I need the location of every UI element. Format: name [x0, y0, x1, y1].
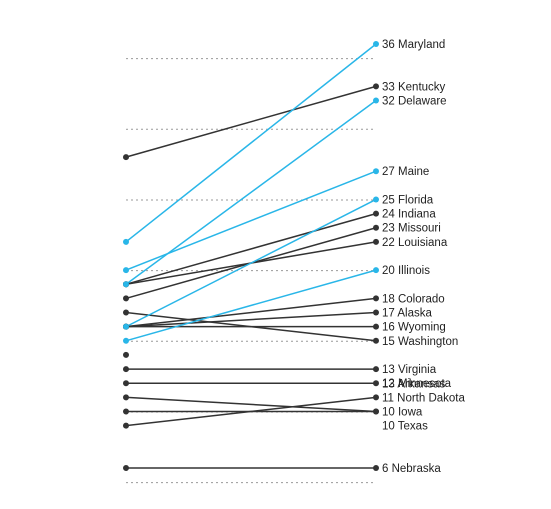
series-line: [125, 99, 377, 285]
end-dot: [373, 267, 379, 274]
start-dot: [123, 408, 129, 415]
end-dot: [373, 41, 379, 47]
series-label: 33 Kentucky: [382, 81, 446, 93]
end-dot: [373, 97, 379, 104]
start-dot: [123, 337, 129, 344]
end-dot: [373, 224, 379, 231]
series-label: 18 Colorado: [382, 293, 445, 305]
start-dot: [123, 465, 129, 471]
series-line: [125, 43, 377, 243]
series-label: 13 Virginia: [382, 364, 437, 376]
start-dot: [123, 238, 129, 245]
series-label: 15 Washington: [382, 336, 458, 348]
start-dot: [123, 295, 129, 302]
end-dot: [373, 337, 379, 344]
series-label: 32 Delaware: [382, 96, 447, 108]
start-dot: [123, 323, 129, 330]
series-line: [125, 311, 377, 328]
series-label: 27 Maine: [382, 166, 429, 178]
start-dot: [123, 267, 129, 274]
series-label: 11 North Dakota: [382, 392, 465, 404]
end-dot: [373, 465, 379, 471]
series-line: [125, 396, 377, 413]
end-dot: [373, 168, 379, 175]
series-label: 25 Florida: [382, 194, 434, 206]
end-dot: [373, 295, 379, 302]
series-line: [125, 198, 377, 328]
series-line: [125, 297, 377, 328]
end-dot: [373, 309, 379, 316]
end-dot: [373, 238, 379, 245]
series-label: 10 Iowa: [382, 406, 423, 418]
end-dot: [373, 323, 379, 330]
end-dot: [373, 210, 379, 217]
series-label: 16 Wyoming: [382, 322, 446, 334]
series-label: 13 Arkansas: [382, 378, 446, 390]
start-dot: [123, 380, 129, 387]
end-dot: [373, 196, 379, 203]
series-line: [125, 212, 377, 285]
start-dot: [123, 394, 129, 401]
series-label: 36 Maryland: [382, 39, 445, 51]
start-dot: [123, 309, 129, 316]
start-dot: [123, 366, 129, 373]
end-dot: [373, 408, 379, 415]
series-dots: [123, 41, 379, 471]
series-label: 22 Louisiana: [382, 237, 448, 249]
series-line: [125, 85, 377, 158]
series-label: 17 Alaska: [382, 308, 432, 320]
series-lines: [125, 43, 377, 469]
series-label: 6 Nebraska: [382, 463, 441, 475]
end-dot: [373, 394, 379, 401]
start-dot: [123, 351, 129, 358]
start-dot: [123, 422, 129, 429]
series-line: [125, 170, 377, 271]
series-line: [125, 269, 377, 342]
series-label: 12 Minnesota: [382, 378, 452, 390]
series-label: 23 Missouri: [382, 223, 441, 235]
series-label: 20 Illinois: [382, 265, 430, 277]
end-dot: [373, 83, 379, 90]
start-dot: [123, 281, 129, 288]
series-label: 10 Texas: [382, 421, 428, 433]
start-dot: [123, 154, 129, 161]
end-dot: [373, 380, 379, 387]
end-dot: [373, 366, 379, 373]
series-labels: 36 Maryland 33 Kentucky 32 Delaware 27 Main…: [382, 39, 465, 475]
series-line: [125, 311, 377, 342]
series-label: 24 Indiana: [382, 209, 436, 221]
